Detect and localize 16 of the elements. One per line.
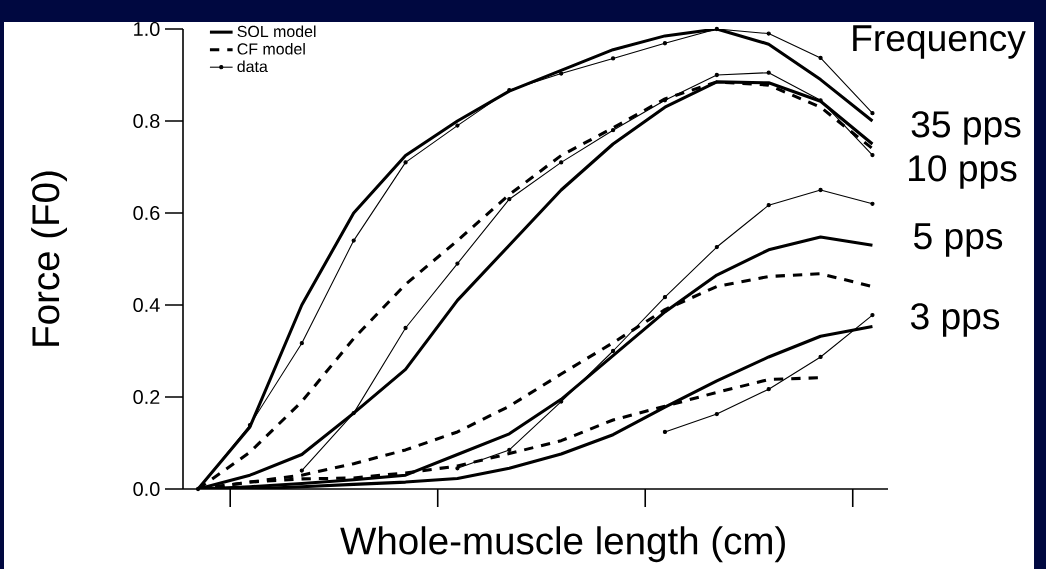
y-tick-label: 1.0 bbox=[134, 21, 160, 37]
y-tick-label: 0.0 bbox=[133, 481, 160, 497]
x-axis-title: Whole-muscle length (cm) bbox=[340, 526, 785, 563]
y-tick-label: 0.6 bbox=[133, 205, 160, 221]
y-tick-label: 0.4 bbox=[133, 297, 160, 313]
legend-label: data bbox=[237, 60, 268, 73]
y-tick-label: 0.2 bbox=[133, 389, 160, 405]
text: 10 pps bbox=[909, 155, 1017, 189]
y-axis-title: Force (F0) bbox=[31, 171, 67, 346]
text: 3 pps bbox=[910, 303, 1000, 337]
legend-label: SOL model bbox=[237, 25, 316, 38]
y-tick-label: 0.8 bbox=[133, 113, 160, 129]
annotation: Frequency bbox=[853, 25, 1026, 59]
legend-label: CF model bbox=[237, 42, 305, 55]
text: 5 pps bbox=[914, 223, 1003, 257]
text: 35 pps bbox=[911, 111, 1021, 145]
